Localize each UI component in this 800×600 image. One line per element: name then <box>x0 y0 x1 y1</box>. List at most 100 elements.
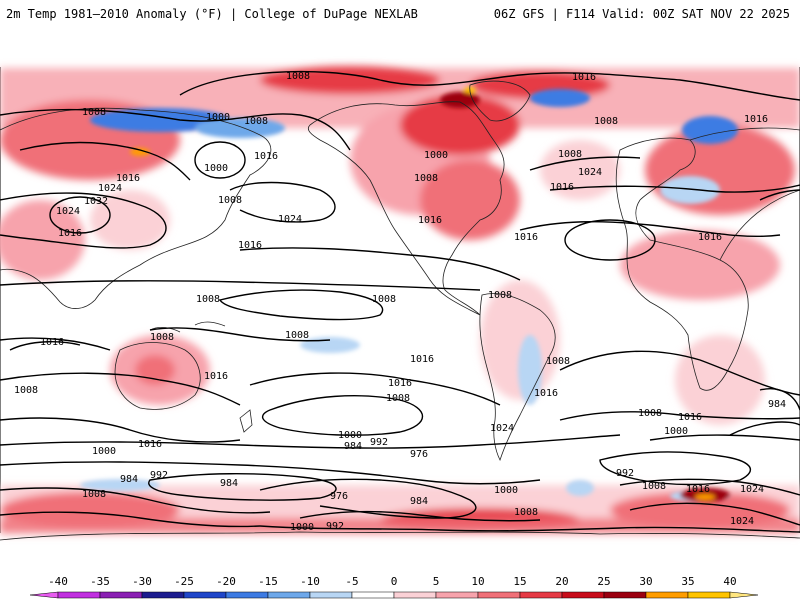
isobar-label: 1008 <box>514 507 538 518</box>
isobar-label: 1016 <box>418 215 442 226</box>
isobar-label-984-east: 984 <box>768 399 786 410</box>
header-bar: 2m Temp 1981–2010 Anomaly (°F) | College… <box>0 0 800 30</box>
isobar-label: 1024 <box>490 423 514 434</box>
isobar-label: 1008 <box>82 107 106 118</box>
colorbar-tick-label: 30 <box>639 575 652 588</box>
isobar-label: 1000 <box>664 426 688 437</box>
isobar-label: 1000 <box>290 522 314 533</box>
colorbar-swatch <box>267 591 311 599</box>
isobar-label: 1000 <box>204 163 228 174</box>
isobar-label: 1008 <box>642 481 666 492</box>
isobar-label: 984 <box>344 441 362 452</box>
isobar-label: 1016 <box>698 232 722 243</box>
colorbar-swatch <box>519 591 563 599</box>
colorbar-swatch <box>309 591 353 599</box>
isobar-labels: 1008 1016 1008 1000 1008 1016 1000 1008 … <box>14 71 768 533</box>
colorbar-swatch <box>57 591 101 599</box>
isobar-label: 1008 <box>546 356 570 367</box>
colorbar-tick-label: 20 <box>555 575 568 588</box>
isobar-label: 1016 <box>678 412 702 423</box>
isobar-label: 1016 <box>40 337 64 348</box>
colorbar-tick-label: -20 <box>216 575 236 588</box>
isobar-label: 1008 <box>414 173 438 184</box>
isobar-label: 1024 <box>578 167 602 178</box>
isobar-label: 992 <box>150 470 168 481</box>
isobar-label: 1016 <box>116 173 140 184</box>
isobar-label: 1000 <box>92 446 116 457</box>
isobar-label: 1016 <box>550 182 574 193</box>
isobar-label: 1024 <box>98 183 122 194</box>
isobar-label: 1008 <box>638 408 662 419</box>
isobar-label: 1016 <box>58 228 82 239</box>
isobar-label: 1016 <box>138 439 162 450</box>
isobar-label: 1016 <box>204 371 228 382</box>
coastlines <box>0 80 800 541</box>
colorbar-tick-label: -5 <box>345 575 358 588</box>
isobar-label: 1016 <box>388 378 412 389</box>
colorbar-tick-label: 0 <box>391 575 398 588</box>
isobar-label: 1032 <box>84 196 108 207</box>
isobar-label: 984 <box>120 474 138 485</box>
isobar-label: 976 <box>330 491 348 502</box>
colorbar-tick-label: -35 <box>90 575 110 588</box>
isobars <box>0 70 800 533</box>
colorbar-swatch <box>225 591 269 599</box>
colorbar-tick-label: -10 <box>300 575 320 588</box>
colorbar-swatch <box>435 591 479 599</box>
isobar-label: 1000 <box>494 485 518 496</box>
isobar-label: 1008 <box>82 489 106 500</box>
isobar-label: 992 <box>616 468 634 479</box>
isobar-label: 1016 <box>572 72 596 83</box>
isobar-label: 984 <box>410 496 428 507</box>
isobar-label: 1000 <box>338 430 362 441</box>
isobar-label: 984 <box>220 478 238 489</box>
colorbar-tick-label: -15 <box>258 575 278 588</box>
isobar-label: 1024 <box>278 214 302 225</box>
colorbar-swatches <box>29 591 759 599</box>
colorbar-tick-label: -40 <box>48 575 68 588</box>
colorbar-swatch <box>477 591 521 599</box>
isobar-label: 992 <box>370 437 388 448</box>
isobar-label: 1008 <box>386 393 410 404</box>
colorbar-tick-label: 5 <box>433 575 440 588</box>
anomaly-shading <box>0 66 800 535</box>
colorbar-tick-label: 15 <box>513 575 526 588</box>
isobar-label: 1016 <box>686 484 710 495</box>
isobar-label: 1008 <box>372 294 396 305</box>
colorbar-swatch <box>99 591 143 599</box>
isobar-label: 1016 <box>514 232 538 243</box>
colorbar-swatch <box>687 591 731 599</box>
isobar-label: 1016 <box>744 114 768 125</box>
isobar-label: 1008 <box>14 385 38 396</box>
isobar-label: 1008 <box>488 290 512 301</box>
colorbar-tick-label: 10 <box>471 575 484 588</box>
colorbar-swatch <box>183 591 227 599</box>
isobar-label: 1016 <box>254 151 278 162</box>
colorbar-swatch <box>561 591 605 599</box>
colorbar-tick-label: 35 <box>681 575 694 588</box>
isobar-label: 1008 <box>286 71 310 82</box>
isobar-label: 1008 <box>196 294 220 305</box>
colorbar-tick-label: 25 <box>597 575 610 588</box>
colorbar-swatch <box>645 591 689 599</box>
isobar-label: 1016 <box>238 240 262 251</box>
isobar-label: 1008 <box>558 149 582 160</box>
colorbar-swatch <box>141 591 185 599</box>
isobar-label: 1008 <box>244 116 268 127</box>
colorbar-arrow-right <box>729 591 759 599</box>
isobar-label: 1000 <box>424 150 448 161</box>
colorbar-tick-label: 40 <box>723 575 736 588</box>
isobar-label: 1008 <box>150 332 174 343</box>
isobar-label: 1024 <box>740 484 764 495</box>
isobar-label: 1000 <box>206 112 230 123</box>
colorbar-arrow-left <box>29 591 59 599</box>
colorbar-swatch <box>351 591 395 599</box>
anomaly-map: 1008 1016 1008 1000 1008 1016 1000 1008 … <box>0 40 800 560</box>
isobar-label: 1008 <box>285 330 309 341</box>
colorbar-tick-label: -25 <box>174 575 194 588</box>
isobar-label: 1016 <box>410 354 434 365</box>
colorbar-tick-label: -30 <box>132 575 152 588</box>
isobar-label: 1024 <box>56 206 80 217</box>
colorbar: -40 -35 -30 -25 -20 -15 -10 -5 0 5 10 15 20 25 30 35 40 <box>29 575 759 599</box>
isobar-label: 976 <box>410 449 428 460</box>
